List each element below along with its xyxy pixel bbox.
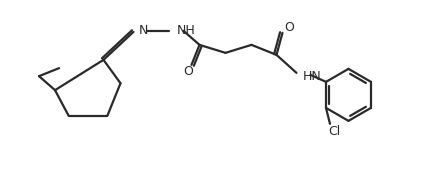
Text: O: O (184, 65, 194, 78)
Text: N: N (138, 24, 148, 37)
Text: NH: NH (176, 24, 195, 37)
Text: O: O (285, 21, 295, 34)
Text: HN: HN (302, 70, 321, 83)
Text: Cl: Cl (328, 125, 340, 138)
